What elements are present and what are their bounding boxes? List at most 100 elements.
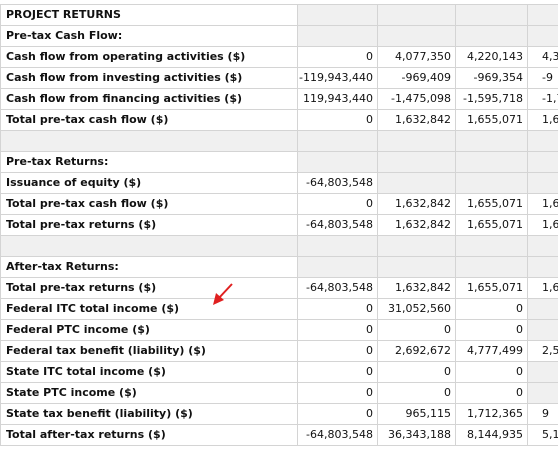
row-label: Cash flow from investing activities ($) (0, 68, 298, 89)
empty-cell (378, 26, 456, 47)
empty-cell (298, 152, 378, 173)
value-cell: 0 (298, 299, 378, 320)
value-cell: 2,692,672 (378, 341, 456, 362)
value-cell: 0 (378, 362, 456, 383)
value-cell: 0 (456, 362, 528, 383)
value-cell: 1,6 (528, 278, 558, 299)
row-label: Cash flow from operating activities ($) (0, 47, 298, 68)
empty-cell (378, 5, 456, 26)
row-label: Total pre-tax cash flow ($) (0, 194, 298, 215)
empty-cell (528, 5, 558, 26)
value-cell: 1,6 (528, 215, 558, 236)
empty-cell (456, 152, 528, 173)
empty-cell (378, 236, 456, 257)
value-cell: -64,803,548 (298, 278, 378, 299)
value-cell: 1,632,842 (378, 194, 456, 215)
value-cell: 5,1 (528, 425, 558, 446)
empty-cell (378, 173, 456, 194)
empty-cell (298, 236, 378, 257)
empty-cell (456, 173, 528, 194)
empty-cell (528, 173, 558, 194)
value-cell: -1,475,098 (378, 89, 456, 110)
value-cell: 1,6 (528, 194, 558, 215)
value-cell: -64,803,548 (298, 215, 378, 236)
empty-cell (298, 257, 378, 278)
row-label: Federal tax benefit (liability) ($) (0, 341, 298, 362)
value-cell: 0 (298, 47, 378, 68)
value-cell: 0 (298, 194, 378, 215)
value-cell: 1,712,365 (456, 404, 528, 425)
value-cell: 1,632,842 (378, 278, 456, 299)
value-cell: 0 (298, 320, 378, 341)
value-cell: 1,655,071 (456, 278, 528, 299)
empty-cell (298, 5, 378, 26)
value-cell: -64,803,548 (298, 425, 378, 446)
value-cell: 1,655,071 (456, 110, 528, 131)
value-cell: 965,115 (378, 404, 456, 425)
empty-cell (528, 320, 558, 341)
value-cell: -9 (528, 68, 558, 89)
value-cell: 8,144,935 (456, 425, 528, 446)
row-label: Federal PTC income ($) (0, 320, 298, 341)
value-cell: -1,7 (528, 89, 558, 110)
value-cell: 36,343,188 (378, 425, 456, 446)
row-label: After-tax Returns: (0, 257, 298, 278)
empty-cell (378, 257, 456, 278)
top-border (0, 4, 558, 5)
value-cell: 0 (378, 320, 456, 341)
value-cell: 0 (298, 341, 378, 362)
row-label: PROJECT RETURNS (0, 5, 298, 26)
value-cell: 0 (456, 299, 528, 320)
empty-cell (456, 131, 528, 152)
blank-row (0, 236, 298, 257)
empty-cell (456, 5, 528, 26)
value-cell: 0 (456, 320, 528, 341)
empty-cell (528, 236, 558, 257)
empty-cell (528, 131, 558, 152)
value-cell: 31,052,560 (378, 299, 456, 320)
empty-cell (528, 257, 558, 278)
empty-cell (298, 131, 378, 152)
row-label: Cash flow from financing activities ($) (0, 89, 298, 110)
row-label: Total pre-tax returns ($) (0, 278, 298, 299)
empty-cell (456, 257, 528, 278)
empty-cell (378, 152, 456, 173)
value-cell: 0 (298, 404, 378, 425)
value-cell: 4,3 (528, 47, 558, 68)
value-cell: -969,409 (378, 68, 456, 89)
empty-cell (456, 26, 528, 47)
empty-cell (456, 236, 528, 257)
value-cell: -119,943,440 (298, 68, 378, 89)
row-label: Pre-tax Cash Flow: (0, 26, 298, 47)
value-cell: -1,595,718 (456, 89, 528, 110)
empty-cell (528, 152, 558, 173)
value-cell: 119,943,440 (298, 89, 378, 110)
row-label: Pre-tax Returns: (0, 152, 298, 173)
value-cell: 9 (528, 404, 558, 425)
value-cell: 1,6 (528, 110, 558, 131)
empty-cell (528, 26, 558, 47)
value-cell: 0 (456, 383, 528, 404)
row-label: Total pre-tax cash flow ($) (0, 110, 298, 131)
value-cell: 0 (298, 110, 378, 131)
row-label: Issuance of equity ($) (0, 173, 298, 194)
value-cell: 1,655,071 (456, 194, 528, 215)
empty-cell (298, 26, 378, 47)
row-label: Total pre-tax returns ($) (0, 215, 298, 236)
row-label: Federal ITC total income ($) (0, 299, 298, 320)
value-cell: 1,632,842 (378, 110, 456, 131)
row-label: State tax benefit (liability) ($) (0, 404, 298, 425)
value-cell: 4,220,143 (456, 47, 528, 68)
empty-cell (528, 383, 558, 404)
value-cell: -969,354 (456, 68, 528, 89)
row-label: State ITC total income ($) (0, 362, 298, 383)
empty-cell (528, 362, 558, 383)
value-cell: 2,5 (528, 341, 558, 362)
value-cell: 4,077,350 (378, 47, 456, 68)
empty-cell (528, 299, 558, 320)
blank-row (0, 131, 298, 152)
value-cell: 4,777,499 (456, 341, 528, 362)
value-cell: 1,632,842 (378, 215, 456, 236)
value-cell: 0 (378, 383, 456, 404)
